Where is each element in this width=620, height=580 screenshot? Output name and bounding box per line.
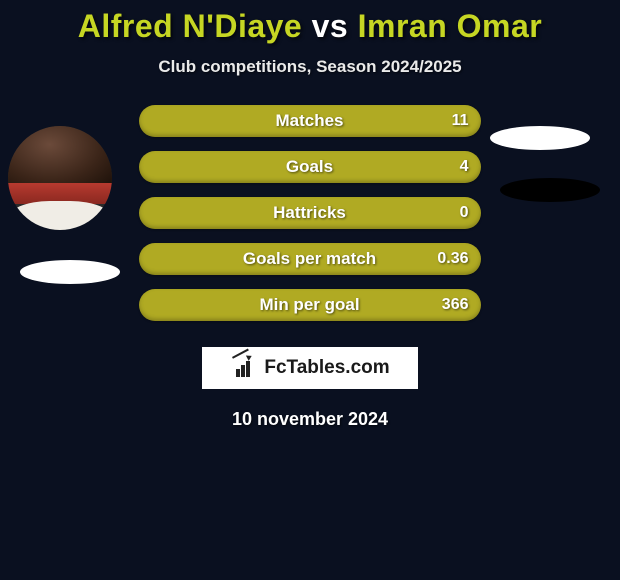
subtitle: Club competitions, Season 2024/2025	[0, 57, 620, 77]
title-player1: Alfred N'Diaye	[78, 8, 302, 44]
stat-label: Goals	[286, 157, 333, 177]
comparison-card: Alfred N'Diaye vs Imran Omar Club compet…	[0, 0, 620, 430]
stat-bar: Min per goal 366	[139, 289, 481, 321]
stat-label: Matches	[275, 111, 343, 131]
stat-value-player1: 0	[460, 204, 469, 222]
stat-label: Goals per match	[243, 249, 376, 269]
title-player2: Imran Omar	[358, 8, 543, 44]
stat-value-player1: 11	[452, 112, 469, 130]
brand-box: FcTables.com	[202, 347, 418, 389]
player1-avatar	[8, 126, 112, 230]
avatar-boot-sole	[8, 201, 112, 230]
player-placeholder-oval	[490, 126, 590, 150]
title-vs: vs	[312, 8, 349, 44]
player-placeholder-oval	[20, 260, 120, 284]
date-label: 10 november 2024	[0, 409, 620, 430]
stat-bar: Goals per match 0.36	[139, 243, 481, 275]
stat-value-player1: 0.36	[437, 250, 468, 268]
avatar-boot-upper	[8, 126, 112, 188]
stat-bar: Hattricks 0	[139, 197, 481, 229]
stat-label: Min per goal	[259, 295, 359, 315]
chart-growth-icon	[230, 357, 258, 379]
brand-text: FcTables.com	[264, 357, 389, 379]
stat-label: Hattricks	[273, 203, 346, 223]
stat-value-player1: 4	[460, 158, 469, 176]
stat-value-player1: 366	[442, 296, 469, 314]
stat-bar: Goals 4	[139, 151, 481, 183]
stat-bar: Matches 11	[139, 105, 481, 137]
player-placeholder-oval	[500, 178, 600, 202]
page-title: Alfred N'Diaye vs Imran Omar	[0, 8, 620, 45]
